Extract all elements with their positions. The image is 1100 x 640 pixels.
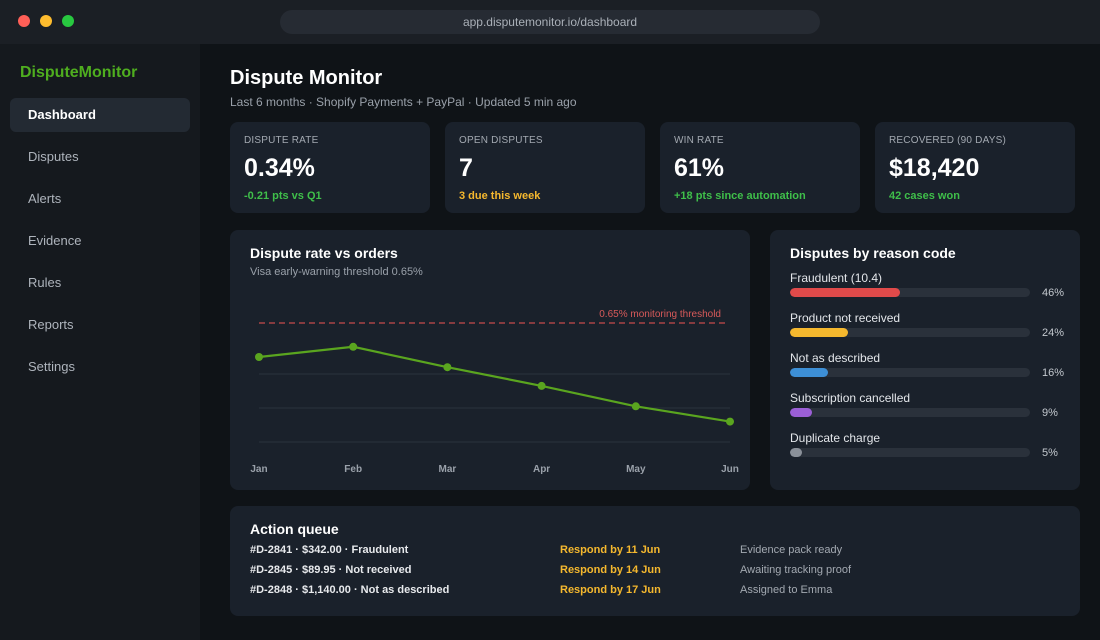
reason-bar-subscription-cancelled	[790, 408, 1030, 417]
dispute-rate-chart-panel: Dispute rate vs orders Visa early-warnin…	[230, 230, 750, 490]
data-point	[349, 342, 358, 351]
address-bar[interactable]: app.disputemonitor.io/dashboard	[280, 10, 820, 34]
close-window-button[interactable]	[18, 15, 30, 27]
dispute-status: Evidence pack ready	[740, 544, 843, 556]
reason-label-fraudulent: Fraudulent (10.4)	[790, 271, 883, 285]
dispute-summary[interactable]: #D-2841 · $342.00 · Fraudulent	[250, 544, 409, 556]
sidebar-item-disputes[interactable]: Disputes	[28, 149, 79, 164]
action-queue-panel: Action queue #D-2841 · $342.00 · Fraudul…	[230, 506, 1080, 616]
action-queue-row[interactable]: #D-2841 · $342.00 · Fraudulent Respond b…	[250, 544, 1070, 560]
page-title: Dispute Monitor	[230, 67, 383, 89]
reason-bar-product-not-received	[790, 328, 1030, 337]
sidebar: DisputeMonitor Dashboard Disputes Alerts…	[0, 44, 200, 640]
minimize-window-button[interactable]	[40, 15, 52, 27]
action-queue-row[interactable]: #D-2845 · $89.95 · Not received Respond …	[250, 564, 1070, 580]
data-point	[443, 363, 452, 372]
x-tick-label: Feb	[344, 464, 362, 475]
action-queue-row[interactable]: #D-2848 · $1,140.00 · Not as described R…	[250, 584, 1070, 600]
reason-label-not-as-described: Not as described	[790, 351, 881, 365]
window-titlebar: app.disputemonitor.io/dashboard	[0, 0, 1100, 44]
kpi-delta: 42 cases won	[889, 190, 960, 202]
reason-pct: 5%	[1042, 447, 1058, 459]
reason-bar-not-as-described	[790, 368, 1030, 377]
due-date: Respond by 11 Jun	[560, 544, 661, 556]
kpi-value: 7	[459, 154, 473, 182]
reason-label-product-not-received: Product not received	[790, 311, 901, 325]
due-date: Respond by 17 Jun	[560, 584, 661, 596]
brand-logo[interactable]: DisputeMonitor	[20, 64, 138, 81]
data-point	[255, 353, 263, 361]
x-tick-label: Jan	[250, 464, 267, 475]
kpi-label: WIN RATE	[674, 135, 724, 146]
reason-code-panel: Disputes by reason code Fraudulent (10.4…	[770, 230, 1080, 490]
reason-pct: 16%	[1042, 367, 1065, 379]
kpi-value: 61%	[674, 154, 725, 182]
reason-label-duplicate-charge: Duplicate charge	[790, 431, 881, 445]
reason-bar-fill	[790, 448, 802, 457]
chart-subtitle: Visa early-warning threshold 0.65%	[250, 266, 423, 278]
kpi-label: OPEN DISPUTES	[459, 135, 543, 146]
sidebar-item-dashboard[interactable]: Dashboard	[10, 98, 190, 132]
sidebar-item-settings[interactable]: Settings	[28, 359, 75, 374]
reason-pct: 46%	[1042, 287, 1065, 299]
kpi-card-dispute-rate[interactable]: DISPUTE RATE 0.34% -0.21 pts vs Q1	[230, 122, 430, 213]
x-tick-label: Jun	[721, 464, 739, 475]
data-point	[726, 417, 734, 426]
dispute-rate-line	[258, 345, 731, 423]
reason-bar-fill	[790, 408, 812, 417]
dispute-status: Awaiting tracking proof	[740, 564, 852, 576]
data-point	[537, 381, 546, 390]
reason-bar-fill	[790, 368, 829, 377]
reason-bar-fill	[790, 328, 848, 337]
reason-bar-duplicate-charge	[790, 448, 1030, 457]
sidebar-item-reports[interactable]: Reports	[28, 317, 74, 332]
page-subtitle: Last 6 months · Shopify Payments + PayPa…	[230, 95, 577, 109]
reason-panel-title: Disputes by reason code	[790, 245, 956, 261]
chart-title: Dispute rate vs orders	[250, 245, 398, 261]
due-date: Respond by 14 Jun	[560, 564, 661, 576]
kpi-card-win-rate[interactable]: WIN RATE 61% +18 pts since automation	[660, 122, 860, 213]
sidebar-item-alerts[interactable]: Alerts	[28, 191, 62, 206]
kpi-delta: -0.21 pts vs Q1	[244, 190, 322, 202]
sidebar-item-rules[interactable]: Rules	[28, 275, 62, 290]
sidebar-item-evidence[interactable]: Evidence	[28, 233, 82, 248]
kpi-card-recovered[interactable]: RECOVERED (90 DAYS) $18,420 42 cases won	[875, 122, 1075, 213]
x-tick-label: May	[626, 464, 646, 475]
dispute-summary[interactable]: #D-2848 · $1,140.00 · Not as described	[250, 584, 450, 596]
reason-label-subscription-cancelled: Subscription cancelled	[790, 391, 911, 405]
kpi-label: DISPUTE RATE	[244, 135, 319, 146]
reason-pct: 9%	[1042, 407, 1058, 419]
kpi-delta: 3 due this week	[459, 190, 541, 202]
x-tick-label: Apr	[533, 464, 550, 475]
kpi-value: $18,420	[889, 154, 980, 182]
kpi-card-open-disputes[interactable]: OPEN DISPUTES 7 3 due this week	[445, 122, 645, 213]
reason-bar-fill	[790, 288, 901, 297]
kpi-value: 0.34%	[244, 154, 315, 182]
kpi-delta: +18 pts since automation	[674, 190, 806, 202]
reason-bar-fraudulent	[790, 288, 1030, 297]
reason-pct: 24%	[1042, 327, 1065, 339]
dispute-status: Assigned to Emma	[740, 584, 833, 596]
dispute-summary[interactable]: #D-2845 · $89.95 · Not received	[250, 564, 412, 576]
dispute-rate-chart: 0.65% monitoring threshold Jan Feb Mar Apr Ma…	[250, 309, 739, 475]
x-tick-label: Mar	[439, 464, 457, 475]
data-point	[631, 402, 640, 411]
kpi-label: RECOVERED (90 DAYS)	[889, 135, 1006, 146]
maximize-window-button[interactable]	[62, 15, 74, 27]
action-queue-title: Action queue	[250, 521, 339, 537]
threshold-label: 0.65% monitoring threshold	[599, 309, 721, 320]
